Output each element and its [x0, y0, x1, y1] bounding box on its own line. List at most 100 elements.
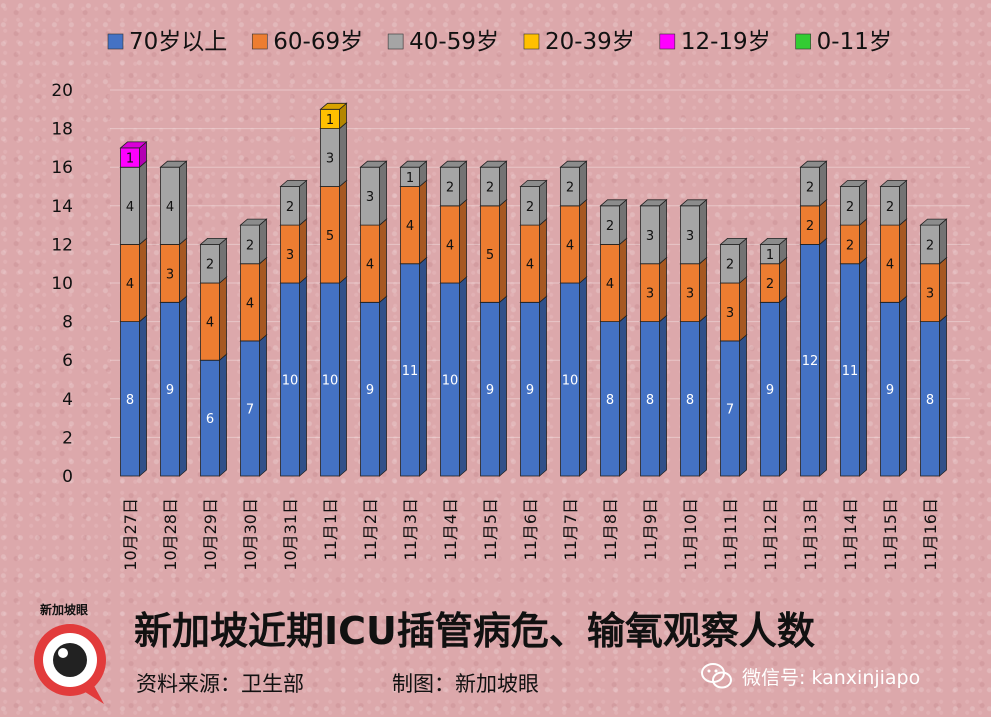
y-tick-label: 14: [51, 197, 73, 217]
data-label: 9: [486, 383, 494, 398]
data-label: 3: [686, 229, 694, 244]
data-label: 2: [926, 238, 934, 253]
data-label: 4: [126, 277, 134, 292]
data-label: 4: [606, 277, 614, 292]
data-label: 9: [886, 383, 894, 398]
bar-segment: [319, 276, 348, 477]
x-tick-label: 11月15日: [881, 498, 900, 571]
data-label: 3: [286, 248, 294, 263]
data-label: 2: [846, 200, 854, 215]
y-tick-label: 0: [62, 467, 73, 487]
data-source: 资料来源：卫生部: [136, 672, 304, 696]
data-label: 7: [726, 402, 734, 417]
legend-item: 60-69岁: [251, 29, 363, 55]
bar-segment: [279, 179, 308, 226]
bar-segment: [359, 160, 388, 226]
x-tick-label: 11月13日: [801, 498, 820, 571]
bar-segment: [319, 102, 348, 130]
y-tick-label: 4: [62, 390, 73, 410]
data-label: 2: [606, 219, 614, 234]
data-label: 10: [562, 374, 579, 389]
bar-segment: [759, 295, 788, 477]
x-tick-label: 10月31日: [281, 498, 300, 571]
x-tick-label: 11月4日: [441, 498, 460, 561]
data-label: 2: [886, 200, 894, 215]
data-label: 5: [486, 248, 494, 263]
legend: 70岁以上 60-69岁 40-59岁 20-39岁 12-19岁 0-11岁: [107, 29, 892, 55]
chart-title: 新加坡近期ICU插管病危、输氧观察人数: [134, 609, 815, 653]
x-axis-labels: 10月27日 10月28日 10月29日 10月30日 10月31日 11月1日 11月2日…: [121, 498, 940, 571]
wechat-id: 微信号: kanxinjiapo: [700, 656, 920, 696]
bar-segment: [159, 160, 188, 246]
data-label: 10: [282, 374, 299, 389]
data-label: 9: [526, 383, 534, 398]
x-tick-label: 11月11日: [721, 498, 740, 571]
legend-item: 12-19岁: [659, 29, 771, 55]
xinjiapoyan-logo: [34, 624, 106, 704]
bar-segment: [559, 276, 588, 477]
data-label: 7: [246, 402, 254, 417]
bar-segment: [199, 237, 228, 284]
data-label: 1: [406, 171, 414, 186]
data-label: 2: [726, 258, 734, 273]
legend-item: 40-59岁: [387, 29, 499, 55]
data-labels: 8 4 4 1 9 3 4 6 4 2 7 4 2 10 3 2 10 5 3 1 9 4 3 11 4 1 10 4 2 9 5 2 9 4 2 1…: [126, 113, 934, 427]
y-tick-label: 6: [62, 351, 73, 371]
bar-segment: [799, 160, 828, 207]
data-label: 1: [126, 152, 134, 167]
bar-segment: [719, 237, 748, 284]
data-label: 2: [846, 238, 854, 253]
logo-text: 新加坡眼: [40, 603, 89, 617]
data-label: 2: [806, 181, 814, 196]
bar-segment: [879, 179, 908, 226]
data-label: 3: [366, 190, 374, 205]
data-label: 4: [406, 219, 414, 234]
legend-swatch: [659, 33, 676, 50]
bar-segment: [919, 218, 948, 265]
x-tick-label: 11月3日: [401, 498, 420, 561]
data-label: 9: [166, 383, 174, 398]
data-label: 3: [646, 229, 654, 244]
bar-segment: [399, 256, 428, 477]
data-label: 4: [366, 258, 374, 273]
x-tick-label: 11月16日: [921, 498, 940, 571]
x-tick-label: 11月2日: [361, 498, 380, 561]
data-label: 5: [326, 229, 334, 244]
legend-swatch: [387, 33, 404, 50]
data-label: 2: [286, 200, 294, 215]
bar-segment: [599, 314, 628, 477]
data-label: 9: [766, 383, 774, 398]
bar-segment: [679, 198, 708, 265]
data-label: 8: [686, 393, 694, 408]
data-label: 3: [726, 306, 734, 321]
legend-swatch: [523, 33, 540, 50]
bar-segment: [799, 237, 828, 477]
data-label: 2: [206, 258, 214, 273]
x-tick-label: 11月5日: [481, 498, 500, 561]
bar-segment: [759, 237, 788, 265]
legend-label: 40-59岁: [409, 29, 499, 55]
data-label: 2: [766, 277, 774, 292]
legend-label: 60-69岁: [273, 29, 363, 55]
bar-segment: [719, 334, 748, 477]
data-label: 4: [526, 258, 534, 273]
x-tick-label: 11月9日: [641, 498, 660, 561]
data-label: 3: [686, 287, 694, 302]
legend-label: 0-11岁: [817, 29, 892, 55]
data-label: 2: [486, 181, 494, 196]
data-label: 8: [646, 393, 654, 408]
x-tick-label: 11月1日: [321, 498, 340, 561]
y-tick-label: 8: [62, 313, 73, 333]
y-tick-label: 20: [51, 81, 73, 101]
x-tick-label: 10月28日: [161, 498, 180, 571]
legend-label: 20-39岁: [545, 29, 635, 55]
bar-segment: [839, 179, 868, 226]
x-tick-label: 11月6日: [521, 498, 540, 561]
data-label: 8: [926, 393, 934, 408]
bar-area: [119, 102, 948, 477]
bar-segment: [879, 295, 908, 477]
y-tick-label: 2: [62, 428, 73, 448]
data-label: 9: [366, 383, 374, 398]
legend-item: 0-11岁: [795, 29, 892, 55]
